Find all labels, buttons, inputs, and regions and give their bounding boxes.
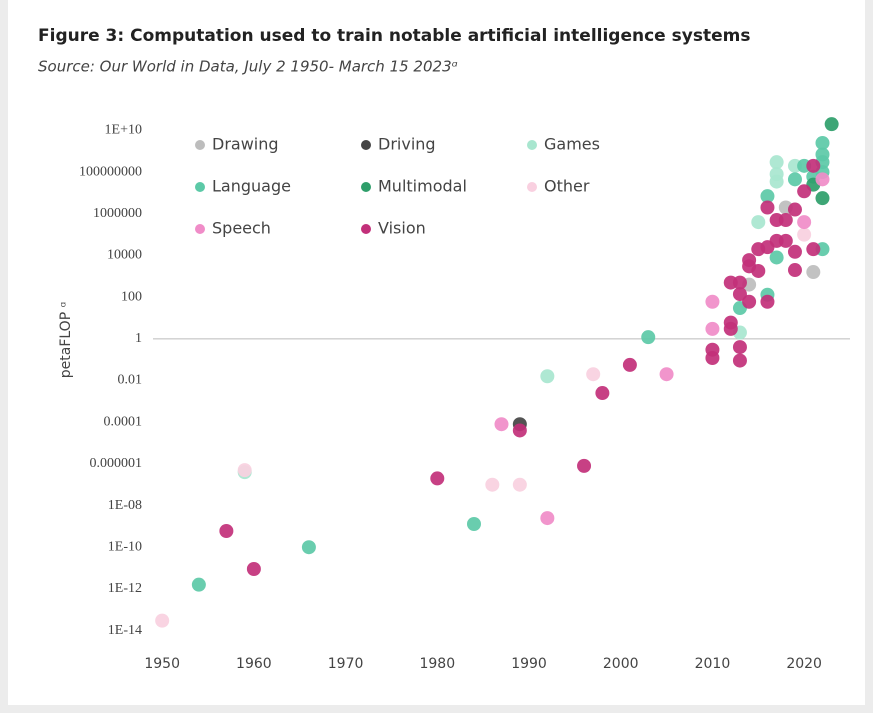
y-tick-label: 1E-12 [108, 581, 142, 596]
point [815, 172, 830, 187]
x-tick-label: 1980 [419, 656, 455, 672]
legend-swatch [195, 224, 205, 234]
point [769, 250, 784, 265]
point [824, 117, 839, 132]
legend-label: Games [544, 135, 600, 154]
x-tick-label: 1990 [511, 656, 547, 672]
legend-swatch [527, 140, 537, 150]
y-tick-label: 10000 [107, 248, 142, 263]
card [8, 0, 865, 705]
point [732, 353, 747, 368]
point [577, 458, 592, 473]
legend-label: Vision [378, 219, 426, 238]
legend-swatch [195, 140, 205, 150]
point [806, 265, 821, 280]
point [705, 321, 720, 336]
point [787, 244, 802, 259]
point [237, 463, 252, 478]
legend-swatch [361, 182, 371, 192]
chart-subtitle: Source: Our World in Data, July 2 1950- … [38, 58, 458, 76]
y-tick-label: 1E-10 [108, 539, 142, 554]
point [219, 523, 234, 538]
point [430, 471, 445, 486]
legend-label: Multimodal [378, 177, 467, 196]
x-tick-label: 2010 [695, 656, 731, 672]
legend-swatch [361, 140, 371, 150]
point [191, 577, 206, 592]
point [732, 287, 747, 302]
x-tick-label: 2000 [603, 656, 639, 672]
y-tick-label: 1E+10 [105, 123, 142, 138]
x-tick-label: 1950 [144, 656, 180, 672]
point [586, 367, 601, 382]
point [742, 294, 757, 309]
point [512, 423, 527, 438]
point [806, 158, 821, 173]
y-tick-label: 100000000 [79, 164, 142, 179]
y-tick-label: 1000000 [93, 206, 142, 221]
point [797, 184, 812, 199]
point [778, 213, 793, 228]
point [760, 189, 775, 204]
point [806, 242, 821, 257]
legend-swatch [527, 182, 537, 192]
point [751, 263, 766, 278]
x-tick-label: 1960 [236, 656, 272, 672]
point [485, 477, 500, 492]
y-tick-label: 1E-08 [108, 498, 142, 513]
point [494, 417, 509, 432]
point [778, 233, 793, 248]
legend-label: Language [212, 177, 291, 196]
point [732, 340, 747, 355]
y-axis-label: petaFLOP ᵅ [58, 302, 74, 379]
point [732, 275, 747, 290]
point [769, 174, 784, 189]
y-tick-label: 0.01 [118, 373, 143, 388]
point [246, 562, 261, 577]
x-tick-label: 1970 [328, 656, 364, 672]
point [155, 613, 170, 628]
point [466, 516, 481, 531]
point [760, 294, 775, 309]
y-tick-label: 100 [121, 289, 142, 304]
point [797, 227, 812, 242]
point [769, 155, 784, 170]
legend-label: Speech [212, 219, 271, 238]
legend-label: Drawing [212, 135, 279, 154]
point [301, 540, 316, 555]
point [815, 191, 830, 206]
point [815, 135, 830, 150]
y-tick-label: 0.000001 [90, 456, 143, 471]
y-tick-label: 0.0001 [104, 414, 143, 429]
point [659, 367, 674, 382]
point [540, 369, 555, 384]
legend-label: Driving [378, 135, 436, 154]
y-tick-label: 1E-14 [108, 623, 142, 638]
point [787, 172, 802, 187]
y-tick-label: 1 [135, 331, 142, 346]
point [723, 321, 738, 336]
point [751, 215, 766, 230]
point [622, 357, 637, 372]
x-tick-label: 2020 [786, 656, 822, 672]
legend-swatch [195, 182, 205, 192]
point [540, 511, 555, 526]
legend-label: Other [544, 177, 590, 196]
point [595, 386, 610, 401]
legend-swatch [361, 224, 371, 234]
point [787, 263, 802, 278]
point [797, 215, 812, 230]
point [705, 351, 720, 366]
point [641, 330, 656, 345]
chart-title: Figure 3: Computation used to train nota… [38, 26, 750, 46]
point [512, 477, 527, 492]
point [760, 200, 775, 215]
point [705, 294, 720, 309]
point [787, 202, 802, 217]
